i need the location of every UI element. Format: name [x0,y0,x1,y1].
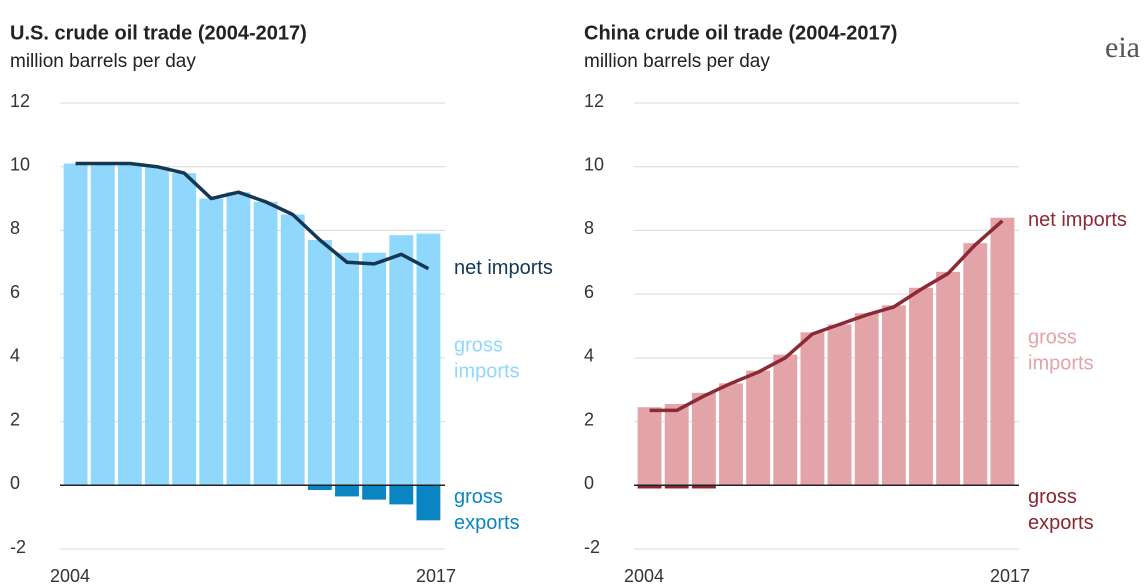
bar [307,485,332,491]
bar [416,233,441,486]
bar [637,485,662,489]
line [649,219,1004,413]
chart-subtitle: million barrels per day [10,51,196,72]
series-label: net imports [1028,209,1127,231]
bar [854,313,879,486]
bar [990,217,1015,486]
y-tick-label: 2 [584,409,594,429]
bar [226,192,251,486]
logo: eia [1105,31,1140,64]
line [75,161,430,271]
y-tick-label: 0 [584,473,594,493]
y-tick-label: 12 [10,91,30,111]
bar [280,214,305,486]
x-tick-label: 2004 [624,566,664,586]
bar [416,485,441,521]
series-label: net imports [454,257,553,279]
y-tick-label: 12 [584,91,604,111]
y-tick-label: 0 [10,473,20,493]
bar [199,198,224,486]
bar [389,235,414,486]
y-tick-label: 4 [10,346,20,366]
x-tick-label: 2017 [416,566,456,586]
y-tick-label: 10 [584,154,604,174]
series-label: gross exports [1028,486,1094,534]
chart-title: China crude oil trade (2004-2017) [584,22,897,44]
y-tick-label: 8 [584,218,594,238]
x-tick-label: 2004 [50,566,90,586]
chart: China crude oil trade (2004-2017) million… [584,22,1127,585]
bar [389,485,414,505]
bar [145,166,169,486]
y-tick-label: 10 [10,154,30,174]
y-tick-label: 6 [10,282,20,302]
bar [691,392,716,486]
bar [253,201,278,486]
bar [719,383,743,486]
y-tick-label: 8 [10,218,20,238]
y-tick-label: 2 [10,409,20,429]
bar [172,173,197,486]
bar [335,485,359,497]
x-tick-label: 2017 [990,566,1030,586]
series-label: gross imports [454,335,520,383]
bar [90,163,115,486]
bar [63,163,88,486]
bar [800,332,825,486]
bar [691,485,716,489]
bar [827,324,852,486]
bar [773,354,798,486]
series-label: gross exports [454,486,520,534]
y-tick-label: -2 [10,537,26,557]
bar [637,407,662,486]
bar [664,404,689,486]
bar [307,239,332,486]
chart-subtitle: million barrels per day [584,51,770,72]
bar [881,305,906,486]
bar [117,163,142,486]
y-tick-label: 6 [584,282,594,302]
y-tick-label: 4 [584,346,594,366]
bar [664,485,689,489]
series-label: gross imports [1028,327,1094,375]
chart: U.S. crude oil trade (2004-2017) million … [10,22,553,585]
bar [963,243,988,486]
chart-title: U.S. crude oil trade (2004-2017) [10,22,307,44]
bar [362,252,387,486]
bar [746,370,771,486]
bar [909,287,933,486]
bar [936,271,961,486]
bar [362,485,387,500]
bar [335,252,359,486]
y-tick-label: -2 [584,537,600,557]
